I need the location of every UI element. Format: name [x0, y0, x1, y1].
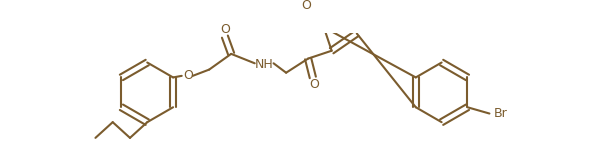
Text: O: O: [183, 69, 193, 82]
Text: O: O: [302, 0, 312, 12]
Text: O: O: [309, 78, 320, 91]
Text: NH: NH: [254, 58, 274, 71]
Text: Br: Br: [493, 107, 507, 120]
Text: O: O: [220, 23, 230, 36]
